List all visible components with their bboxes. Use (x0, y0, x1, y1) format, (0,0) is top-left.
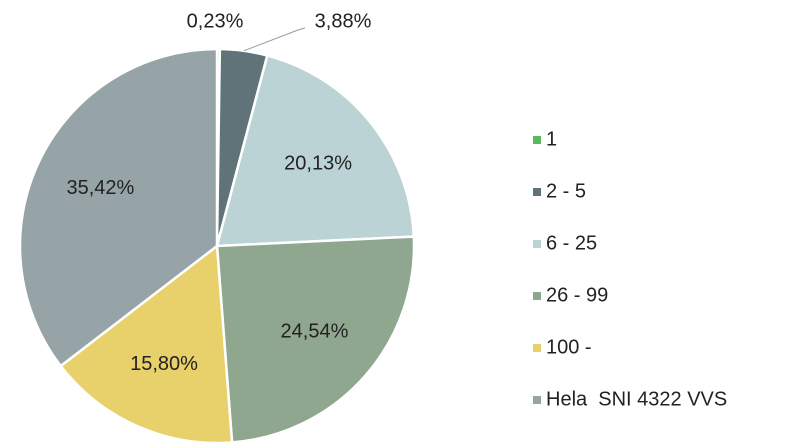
leader-line (243, 27, 306, 52)
legend-label: 2 - 5 (546, 180, 586, 202)
legend-marker (533, 396, 541, 404)
legend-label: 1 (546, 128, 557, 150)
data-label: 15,80% (130, 353, 198, 375)
data-label: 0,23% (187, 10, 244, 32)
legend-marker (533, 136, 541, 144)
pie-slice (215, 235, 416, 442)
pie-slice (58, 243, 234, 442)
legend-label: Hela SNI 4322 VVS (546, 388, 727, 410)
pie-slice (18, 47, 219, 368)
legend-label: 6 - 25 (546, 232, 597, 254)
data-label: 20,13% (284, 153, 352, 175)
legend-label: 100 - (546, 336, 592, 358)
legend-label: 26 - 99 (546, 284, 608, 306)
data-label: 35,42% (66, 177, 134, 199)
legend-marker (533, 292, 541, 300)
pie-slice (215, 54, 416, 248)
legend-marker (533, 188, 541, 196)
data-label: 3,88% (315, 10, 372, 32)
data-label: 24,54% (281, 320, 349, 342)
legend-marker (533, 344, 541, 352)
legend-marker (533, 240, 541, 248)
